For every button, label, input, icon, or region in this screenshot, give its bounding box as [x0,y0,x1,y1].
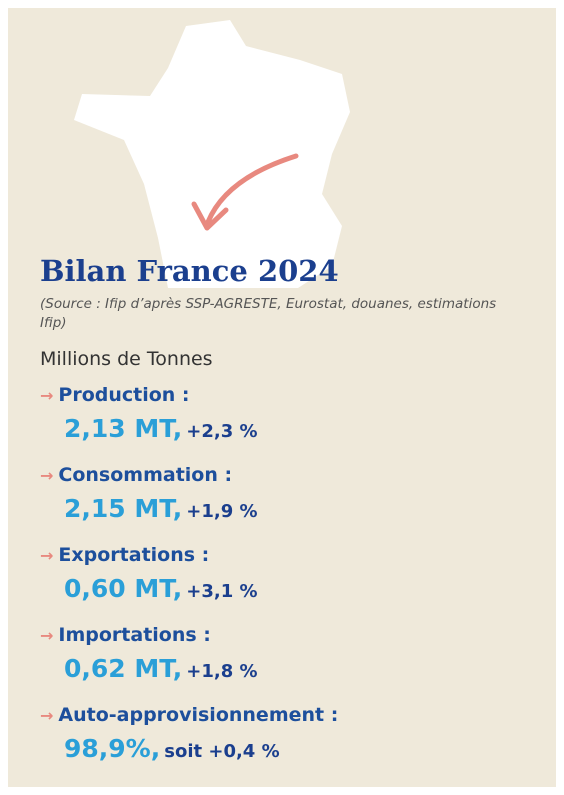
stat-label: Importations : [58,624,211,646]
stat-value: 0,60 MT, [64,574,183,603]
stat-label: Exportations : [58,544,210,566]
stat-value-row: 2,15 MT, +1,9 % [64,494,258,523]
stat-label-row: → Exportations : [40,544,258,566]
stat-change: soit +0,4 % [164,741,280,762]
arrow-icon: → [40,626,54,645]
source: (Source : Ifip d’après SSP-AGRESTE, Euro… [40,296,497,331]
arrow-icon: → [40,386,54,405]
stat-item: → Importations : 0,62 MT, +1,8 % [40,624,258,683]
stat-value: 2,15 MT, [64,494,183,523]
stat-value: 0,62 MT, [64,654,183,683]
stat-item: → Auto-approvisionnement : 98,9%, soit +0,4… [40,704,338,763]
stat-change: +1,8 % [186,661,258,682]
unit: Millions de Tonnes [40,348,213,370]
stat-change: +3,1 % [186,581,258,602]
arrow-head [191,201,229,231]
arrow-icon: → [40,466,54,485]
stat-value-row: 0,60 MT, +3,1 % [64,574,258,603]
arrow-icon: → [40,706,54,725]
france-map [74,20,350,288]
stat-label-row: → Importations : [40,624,258,646]
stat-value: 2,13 MT, [64,414,183,443]
stat-label-row: → Production : [40,384,258,406]
title: Bilan France 2024 [40,254,339,288]
map-illustration [74,20,350,288]
stat-label-row: → Auto-approvisionnement : [40,704,338,726]
stat-label: Auto-approvisionnement : [58,704,339,726]
stat-change: +1,9 % [186,501,258,522]
stat-item: → Exportations : 0,60 MT, +3,1 % [40,544,258,603]
stat-label-row: → Consommation : [40,464,258,486]
stat-value-row: 2,13 MT, +2,3 % [64,414,258,443]
arrow-icon: → [40,546,54,565]
stat-value-row: 0,62 MT, +1,8 % [64,654,258,683]
stat-item: → Consommation : 2,15 MT, +1,9 % [40,464,258,523]
stat-label: Consommation : [58,464,233,486]
stat-change: +2,3 % [186,421,258,442]
panel: Bilan France 2024 (Source : Ifip d’après… [8,8,556,787]
stat-item: → Production : 2,13 MT, +2,3 % [40,384,258,443]
stat-value: 98,9%, [64,734,161,763]
stat-value-row: 98,9%, soit +0,4 % [64,734,338,763]
stat-label: Production : [58,384,190,406]
arrow [205,153,299,225]
